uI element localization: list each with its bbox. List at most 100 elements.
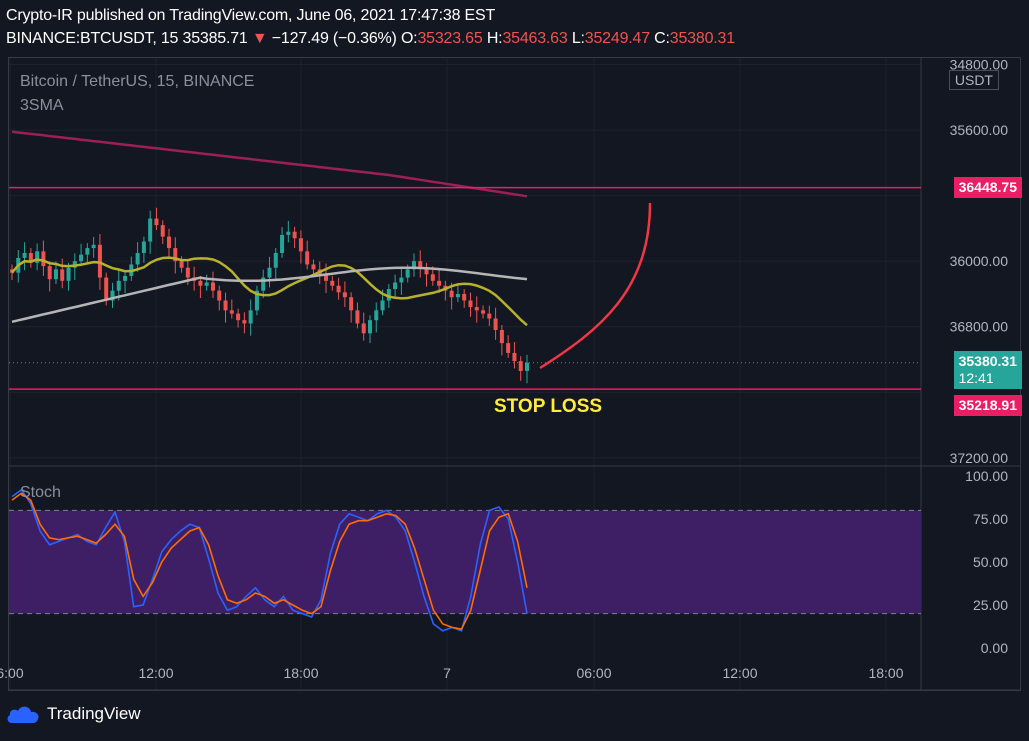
high-value: 35463.63	[502, 30, 568, 47]
candle-body	[204, 282, 209, 286]
candle-body	[60, 269, 65, 281]
candle-body	[518, 361, 523, 371]
candle-body	[474, 307, 479, 311]
time-tick-label: 7	[443, 665, 451, 681]
candle-body	[374, 310, 379, 321]
bar-countdown: 12:41	[958, 370, 994, 386]
time-tick-label: 18:00	[283, 665, 318, 681]
candle-body	[487, 313, 492, 319]
candle-body	[97, 244, 102, 278]
candle-body	[91, 244, 96, 249]
candle-body	[342, 292, 347, 298]
tradingview-cloud-icon	[7, 706, 39, 723]
candle-body	[393, 282, 398, 290]
candle-body	[499, 330, 504, 344]
candle-body	[66, 267, 71, 281]
indicator-label: 3SMA	[20, 97, 64, 114]
candle-body	[386, 289, 391, 301]
candle-body	[242, 320, 247, 324]
candle-body	[512, 352, 517, 362]
candle-body	[104, 277, 109, 301]
candle-body	[298, 238, 303, 252]
price-tick-label: 37200.00	[950, 450, 1009, 466]
low-label: L:	[571, 30, 585, 47]
candle-body	[481, 310, 486, 314]
candle-body	[110, 290, 115, 301]
candle-body	[367, 320, 372, 334]
footer-brand[interactable]: TradingView	[6, 703, 141, 725]
candle-body	[141, 241, 146, 253]
sma-mid-line	[11, 266, 528, 324]
candle-body	[273, 252, 278, 268]
projection-curve	[539, 202, 652, 370]
candle-body	[380, 300, 385, 311]
candle-body	[223, 300, 228, 311]
candle-body	[330, 280, 335, 286]
candle-body	[47, 266, 52, 280]
time-tick-label: 12:00	[722, 665, 757, 681]
candle-body	[292, 231, 297, 239]
candle-body	[399, 277, 404, 283]
current-price-label: 35380.31 12:41	[953, 351, 1022, 389]
candle-body	[236, 313, 241, 321]
down-triangle-icon: ▼	[251, 30, 268, 47]
candle-body	[173, 248, 178, 262]
stoch-tick-label: 50.00	[973, 554, 1008, 570]
candle-body	[22, 252, 27, 258]
candle-body	[286, 231, 291, 235]
candle-body	[116, 280, 121, 291]
candle-body	[248, 310, 253, 324]
candle-body	[123, 275, 128, 281]
candle-body	[506, 343, 511, 353]
stop-loss-annotation: STOP LOSS	[494, 396, 603, 417]
candle-body	[53, 269, 58, 280]
stoch-tick-label: 75.00	[973, 511, 1008, 527]
candle-body	[405, 269, 410, 278]
candle-body	[418, 261, 423, 268]
time-tick-label: 6:00	[0, 665, 24, 681]
candle-body	[462, 293, 467, 301]
candle-body	[167, 236, 172, 249]
candle-body	[148, 218, 153, 242]
stoch-d-line	[11, 492, 528, 630]
time-tick-label: 18:00	[868, 665, 903, 681]
close-value: 35380.31	[669, 30, 735, 47]
resistance-price-label: 36448.75	[953, 177, 1022, 198]
low-value: 35249.47	[584, 30, 650, 47]
publish-info: Crypto-IR published on TradingView.com, …	[6, 7, 496, 24]
candle-body	[280, 234, 285, 253]
candle-body	[430, 274, 435, 281]
stoch-label: Stoch	[20, 484, 61, 501]
candle-body	[185, 267, 190, 278]
candle-body	[261, 277, 266, 291]
price-change: −127.49 (−0.36%)	[271, 30, 397, 47]
candle-body	[85, 248, 90, 255]
price-tick-label: 36000.00	[950, 253, 1009, 269]
candle-body	[455, 293, 460, 298]
open-value: 35323.65	[417, 30, 483, 47]
candle-body	[254, 290, 259, 311]
stop-price-label: 35218.91	[953, 395, 1022, 416]
ohlc-legend: BINANCE:BTCUSDT, 15 35385.71 ▼ −127.49 (…	[6, 30, 735, 48]
stoch-tick-label: 25.00	[973, 597, 1008, 613]
sma-long-line	[11, 130, 528, 198]
price-tick-label: 34800.00	[950, 57, 1009, 73]
symbol-label: BINANCE:BTCUSDT, 15	[6, 30, 179, 47]
candle-body	[179, 261, 184, 268]
price-tick-label: 35600.00	[950, 122, 1009, 138]
candle-body	[160, 225, 165, 237]
candle-body	[305, 251, 310, 265]
stoch-tick-label: 0.00	[981, 640, 1008, 656]
candle-body	[210, 282, 215, 291]
candle-body	[154, 218, 159, 226]
currency-button[interactable]: USDT	[948, 70, 999, 90]
current-price-value: 35380.31	[958, 353, 1017, 369]
candle-body	[41, 251, 46, 267]
price-tick-label: 36800.00	[950, 319, 1009, 335]
candle-body	[449, 290, 454, 298]
stoch-tick-label: 100.00	[965, 468, 1008, 484]
candle-body	[411, 261, 416, 270]
candle-body	[35, 251, 40, 263]
chart-title: Bitcoin / TetherUS, 15, BINANCE	[20, 73, 255, 90]
